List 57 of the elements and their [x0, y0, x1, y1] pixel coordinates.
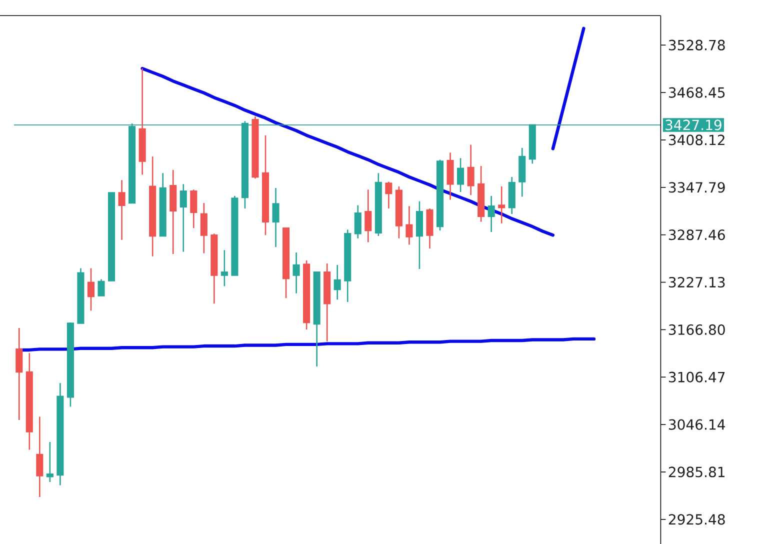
candlestick	[262, 134, 270, 236]
y-tick-label: 2925.48	[668, 514, 725, 525]
candlestick	[252, 116, 259, 180]
candlestick	[303, 260, 310, 330]
y-tick-label: 3347.79	[668, 182, 725, 193]
y-tick-label: 3408.12	[668, 134, 724, 146]
candlestick	[108, 192, 116, 282]
candlestick	[210, 232, 218, 304]
candlestick	[77, 268, 84, 324]
candlestick	[508, 176, 516, 215]
y-tick-label: 3287.46	[668, 230, 725, 240]
y-tick-label: 3166.80	[668, 324, 725, 335]
candlestick	[457, 157, 464, 193]
candlestick	[313, 271, 320, 368]
candlestick	[436, 159, 444, 232]
candlestick	[26, 352, 33, 450]
candlestick	[395, 186, 402, 239]
candlestick	[231, 195, 238, 276]
candlestick	[149, 156, 156, 258]
candlestick	[334, 264, 341, 300]
candlestick	[292, 252, 300, 294]
candlestick	[354, 204, 362, 239]
y-tick-label: 2985.81	[668, 466, 724, 478]
candlestick	[324, 262, 331, 342]
candlestick	[118, 179, 126, 241]
candlestick	[272, 187, 280, 248]
candlestick	[344, 229, 352, 303]
y-tick-label: 3106.47	[668, 372, 725, 382]
candlestick	[426, 208, 434, 250]
candlestick	[488, 195, 495, 233]
candlestick	[416, 200, 423, 270]
candlestick	[36, 416, 44, 498]
candlestick	[467, 144, 474, 196]
candlestick	[478, 165, 485, 222]
y-tick-label: 3528.78	[668, 40, 725, 50]
y-tick-label: 3468.45	[668, 87, 725, 98]
candlestick	[282, 227, 290, 299]
candlestick	[16, 327, 23, 421]
ref-line-label: 3427.19	[666, 120, 722, 130]
candlestick	[56, 382, 64, 486]
candlestick	[406, 205, 413, 246]
y-tick-label: 3046.14	[668, 419, 726, 430]
candlestick	[159, 172, 166, 237]
candlestick	[138, 68, 146, 176]
candlestick	[446, 152, 454, 200]
candlestick	[190, 188, 198, 229]
candlestick	[87, 268, 95, 312]
candlestick	[200, 202, 208, 254]
candlestick	[374, 172, 382, 237]
candlestick	[518, 147, 526, 198]
y-tick-label: 3227.13	[668, 276, 725, 288]
candlestick	[170, 169, 177, 255]
candlestick	[180, 183, 187, 252]
candlestick	[66, 322, 74, 408]
candlestick	[98, 278, 105, 296]
candlestick	[364, 188, 372, 243]
candlestick	[385, 181, 392, 210]
